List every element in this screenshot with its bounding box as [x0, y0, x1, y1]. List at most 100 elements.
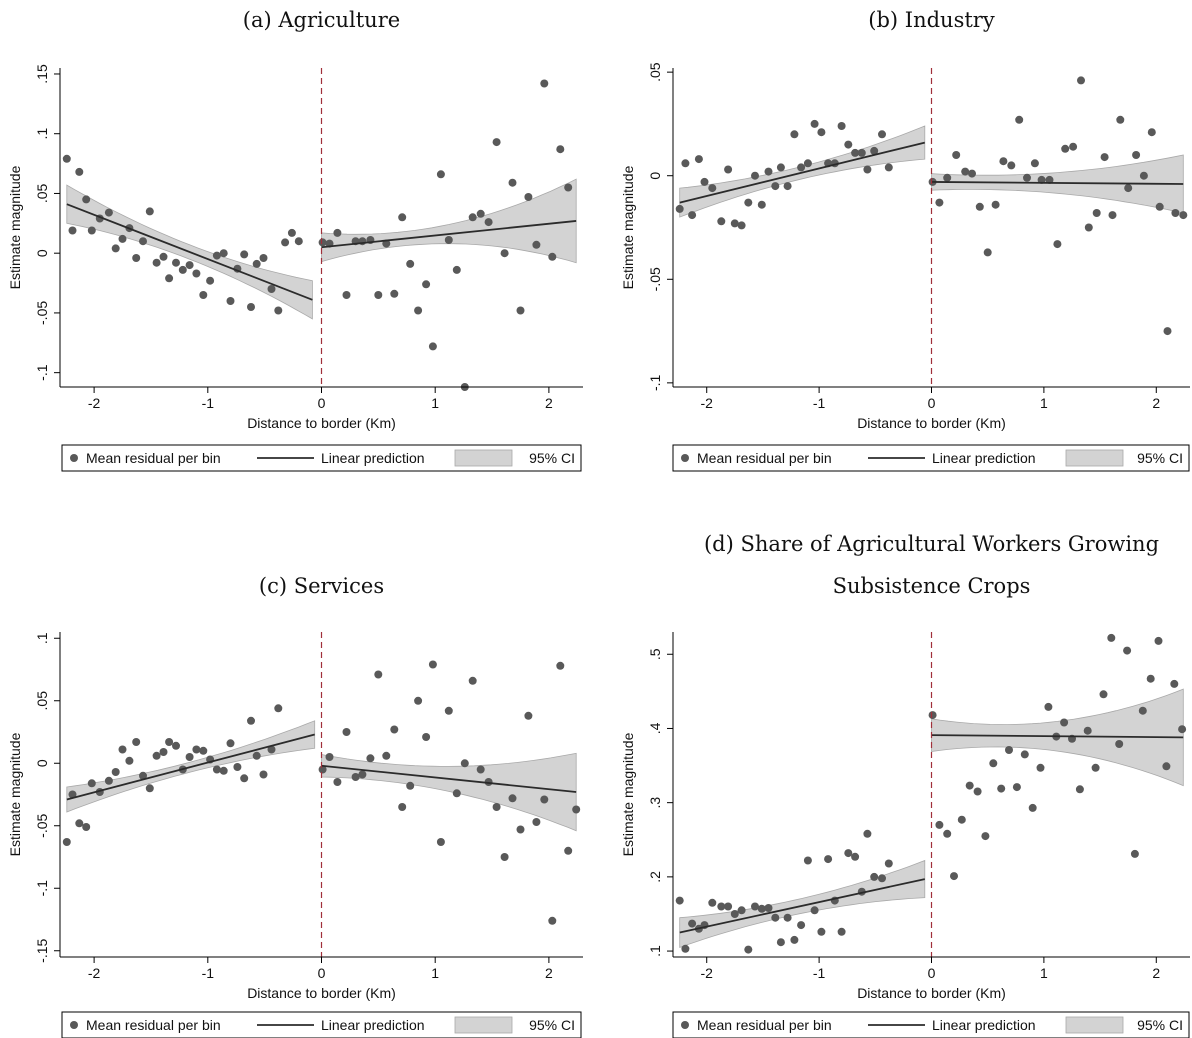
- data-point: [524, 193, 533, 201]
- data-point: [247, 716, 255, 725]
- data-point: [75, 167, 84, 176]
- data-point: [172, 741, 180, 750]
- data-point: [492, 803, 501, 811]
- legend-points-label: Mean residual per bin: [697, 1017, 832, 1033]
- y-tick-label: .2: [647, 871, 663, 883]
- legend-line-label: Linear prediction: [321, 1017, 425, 1033]
- data-point: [837, 122, 846, 130]
- legend-ci-swatch: [1065, 1016, 1124, 1034]
- data-point: [1155, 202, 1164, 211]
- data-point: [118, 745, 127, 754]
- data-point: [287, 228, 296, 237]
- data-point: [935, 198, 944, 207]
- data-point: [737, 906, 746, 915]
- data-point: [406, 781, 415, 790]
- data-point: [1092, 209, 1101, 217]
- data-point: [1130, 849, 1139, 858]
- y-tick-label: .05: [34, 184, 50, 204]
- data-point: [366, 754, 375, 763]
- data-point: [950, 872, 958, 881]
- data-point: [390, 289, 399, 298]
- panel-agriculture: (a) Agriculture -2 -1 0 1 2 Distance to border…: [7, 8, 583, 472]
- data-point: [556, 145, 565, 154]
- data-point: [837, 927, 846, 936]
- data-point: [274, 704, 283, 713]
- data-point: [139, 771, 147, 780]
- data-point: [1077, 76, 1085, 85]
- data-point: [452, 789, 461, 798]
- legend: Mean residual per bin Linear prediction 95…: [61, 1011, 582, 1038]
- data-point: [333, 778, 342, 786]
- data-point: [1060, 718, 1069, 727]
- x-tick-label: 0: [318, 965, 326, 981]
- data-point: [476, 765, 485, 774]
- legend-point-swatch: [70, 1021, 78, 1029]
- panel-industry: (b) Industry -2 -1 0 1 2 Distance to border (K…: [620, 8, 1190, 472]
- data-point: [267, 285, 276, 293]
- x-tick-label: 0: [928, 965, 936, 981]
- data-point: [1107, 633, 1116, 642]
- ci-band-left: [679, 125, 926, 218]
- data-point: [1146, 674, 1155, 683]
- data-point: [125, 756, 134, 765]
- data-point: [1069, 142, 1078, 151]
- data-point: [1007, 161, 1016, 170]
- y-tick-label: .05: [647, 62, 663, 82]
- legend-points-label: Mean residual per bin: [86, 450, 221, 466]
- data-point: [548, 252, 557, 261]
- data-point: [1170, 679, 1179, 688]
- data-point: [165, 738, 174, 746]
- legend: Mean residual per bin Linear prediction 95…: [672, 1011, 1190, 1038]
- data-point: [247, 303, 255, 311]
- data-point: [943, 829, 952, 838]
- data-point: [983, 248, 992, 257]
- data-point: [681, 944, 690, 953]
- data-point: [708, 898, 717, 907]
- data-point: [159, 252, 168, 261]
- fit-line-right: [931, 181, 1184, 185]
- data-point: [863, 829, 872, 838]
- data-point: [206, 276, 215, 285]
- x-tick-label: -2: [88, 395, 101, 411]
- x-tick-label: 1: [1040, 395, 1048, 411]
- data-point: [783, 913, 792, 922]
- data-point: [374, 291, 383, 299]
- data-point: [688, 919, 697, 928]
- data-point: [771, 913, 780, 922]
- legend-points-label: Mean residual per bin: [86, 1017, 221, 1033]
- data-point: [878, 874, 886, 883]
- data-point: [199, 746, 208, 755]
- y-tick-label: -.05: [34, 301, 50, 325]
- data-point: [1005, 746, 1013, 754]
- data-point: [1091, 763, 1100, 772]
- data-point: [82, 823, 91, 831]
- data-point: [382, 751, 391, 760]
- data-point: [717, 217, 726, 226]
- x-tick-label: -1: [202, 965, 215, 981]
- data-point: [233, 763, 242, 771]
- data-point: [1139, 171, 1148, 180]
- data-point: [1084, 223, 1093, 232]
- data-point: [824, 855, 833, 864]
- ci-band-left: [679, 859, 926, 948]
- data-point: [1108, 211, 1117, 220]
- y-tick-label: .15: [34, 64, 50, 84]
- data-point: [1023, 173, 1031, 182]
- fit-line-left: [679, 878, 925, 934]
- chart-title: (b) Industry: [868, 8, 995, 32]
- data-point: [776, 938, 785, 947]
- data-point: [62, 154, 71, 163]
- data-point: [1045, 175, 1054, 184]
- x-tick-label: 2: [545, 395, 553, 411]
- data-point: [294, 237, 303, 246]
- data-point: [500, 249, 509, 258]
- data-point: [1100, 153, 1109, 162]
- data-point: [863, 165, 872, 174]
- legend-line-label: Linear prediction: [932, 1017, 1036, 1033]
- data-point: [1115, 740, 1124, 748]
- data-point: [884, 163, 893, 172]
- data-point: [532, 240, 541, 249]
- data-point: [564, 183, 573, 192]
- y-tick-label: -.1: [34, 880, 50, 897]
